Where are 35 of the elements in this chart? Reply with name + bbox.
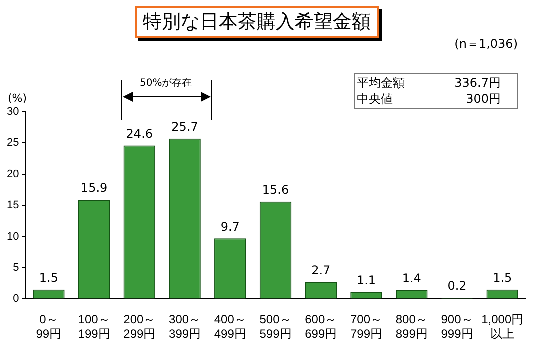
x-tick-label: 1,000円以上	[482, 312, 524, 342]
x-tick-label: 300～ 399円	[169, 312, 202, 342]
text: 中央値 300円	[357, 92, 501, 106]
text: 平均金額 336.7円	[357, 76, 501, 90]
data-label: 1.5	[39, 270, 58, 285]
x-tick-label: 500～ 599円	[260, 312, 292, 342]
x-tick-label: 0～ 99円	[36, 312, 62, 342]
data-label: 0.2	[448, 279, 467, 294]
y-tick-label: 25	[6, 137, 20, 150]
x-tick-label: 100～ 199円	[78, 312, 110, 342]
x-tick-label: 600～ 699円	[305, 312, 338, 342]
data-label: 25.7	[172, 120, 198, 134]
data-label: 15.6	[262, 182, 290, 197]
data-label: 2.7	[312, 263, 331, 278]
data-label: 1.4	[402, 272, 422, 286]
x-tick-label: 200～ 299円	[124, 312, 156, 342]
x-tick-label: 700～ 799円	[350, 312, 383, 342]
data-label: 1.1	[356, 273, 376, 288]
y-tick-label: 10	[6, 230, 20, 243]
x-tick-label: 900～ 999円	[441, 312, 474, 342]
data-label: 1.5	[493, 270, 512, 285]
x-tick-label: 800～ 899円	[396, 312, 428, 342]
data-label: 15.9	[80, 181, 108, 196]
text: (n＝1,036)	[454, 36, 518, 53]
data-label: 9.7	[220, 220, 240, 234]
data-label: 24.6	[126, 126, 154, 141]
y-axis-title: (%)	[8, 92, 28, 105]
y-tick-label: 15	[6, 200, 20, 212]
x-tick-label: 400～ 499円	[214, 312, 246, 342]
text: 50%が存在	[140, 77, 192, 90]
y-tick-label: 20	[6, 168, 20, 180]
y-tick-label: 30	[6, 106, 20, 118]
y-tick-label: 5	[13, 262, 20, 274]
y-tick-label: 0	[13, 293, 20, 306]
chart-title: 特別な日本茶購入希望金額	[135, 6, 379, 38]
